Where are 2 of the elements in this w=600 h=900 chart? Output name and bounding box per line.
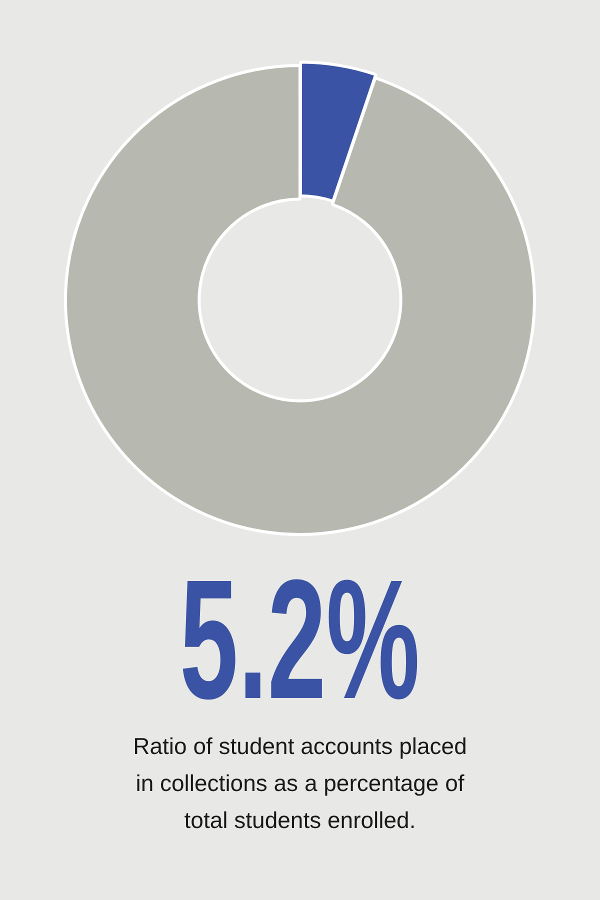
text: Ratio of student accounts placed in collections as a percentage of total students enrolled. — [132, 732, 468, 835]
text: 5.2% — [180, 545, 420, 735]
